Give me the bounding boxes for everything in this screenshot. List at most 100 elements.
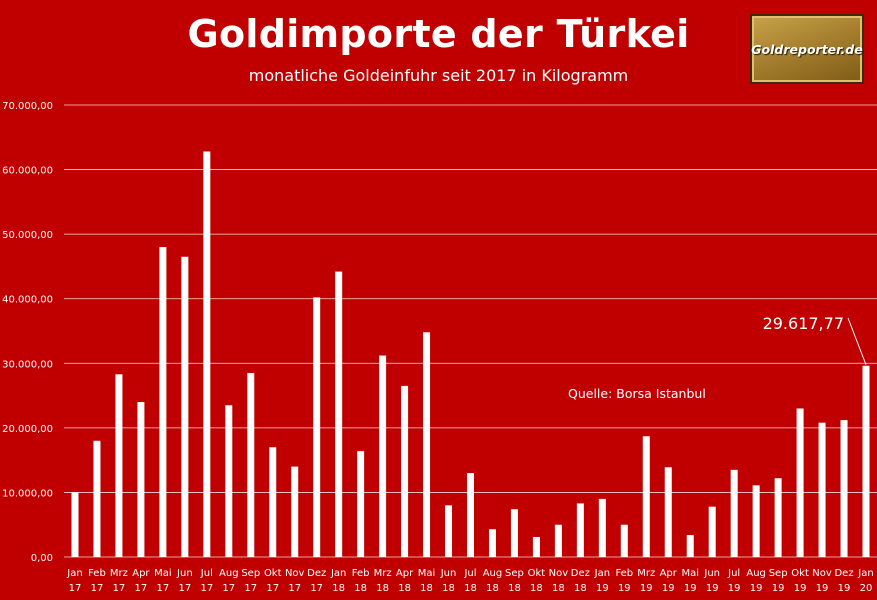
- bar: [445, 505, 453, 557]
- bar: [774, 478, 782, 557]
- bar: [818, 422, 826, 557]
- x-tick-month: Mrz: [374, 568, 392, 579]
- x-tick-year: 17: [244, 583, 257, 594]
- bar: [247, 372, 255, 557]
- x-tick-year: 17: [157, 583, 170, 594]
- x-tick-month: Nov: [285, 568, 305, 579]
- x-tick-month: Dez: [307, 568, 326, 579]
- x-tick-year: 20: [860, 583, 873, 594]
- bars: [71, 151, 870, 558]
- x-tick-month: Dez: [571, 568, 590, 579]
- x-tick-month: Mrz: [637, 568, 655, 579]
- x-tick-year: 19: [794, 583, 807, 594]
- bar: [335, 271, 343, 557]
- goldreporter-logo: Goldreporter.de: [750, 14, 864, 84]
- bar: [467, 473, 474, 557]
- bar: [269, 447, 277, 557]
- x-tick-year: 18: [464, 583, 477, 594]
- bar: [313, 297, 321, 557]
- x-tick-year: 18: [574, 583, 587, 594]
- y-tick-label: 0,00: [31, 553, 53, 564]
- x-tick-year: 18: [332, 583, 345, 594]
- x-tick-month: Jul: [463, 568, 476, 579]
- bar: [423, 332, 431, 557]
- x-tick-month: Feb: [615, 568, 633, 579]
- bar: [225, 405, 233, 557]
- x-tick-year: 19: [706, 583, 719, 594]
- y-tick-label: 50.000,00: [2, 230, 53, 241]
- x-tick-month: Sep: [769, 568, 788, 579]
- x-tick-year: 19: [838, 583, 851, 594]
- x-tick-year: 18: [420, 583, 433, 594]
- x-tick-month: Okt: [791, 568, 809, 579]
- bar: [796, 408, 804, 557]
- x-tick-month: Jan: [857, 568, 873, 579]
- y-tick-label: 10.000,00: [2, 488, 53, 499]
- x-tick-month: Jul: [727, 568, 740, 579]
- last-value-label: 29.617,77: [763, 314, 844, 333]
- bar: [159, 247, 167, 558]
- y-axis-tick-labels: 0,00 10.000,00 20.000,00 30.000,00 40.000,00…: [2, 101, 53, 564]
- x-tick-month: Okt: [264, 568, 282, 579]
- x-tick-month: Mai: [681, 568, 699, 579]
- x-tick-year: 17: [288, 583, 301, 594]
- x-tick-month: Mai: [418, 568, 436, 579]
- logo-text: Goldreporter.de: [751, 41, 863, 57]
- x-tick-year: 17: [91, 583, 104, 594]
- bar: [554, 524, 562, 557]
- x-tick-month: Feb: [88, 568, 106, 579]
- x-tick-month: Sep: [241, 568, 260, 579]
- x-tick-month: Apr: [132, 568, 150, 579]
- x-tick-year: 17: [113, 583, 126, 594]
- x-tick-year: 19: [684, 583, 697, 594]
- x-axis-tick-labels: Jan 17 Feb 17 Mrz 17 Apr 17 Mai 17 Jun 17 Jul 17 Aug 17…: [66, 568, 873, 594]
- bar: [598, 498, 606, 557]
- x-tick-year: 17: [222, 583, 235, 594]
- x-tick-month: Jul: [200, 568, 213, 579]
- chart-subtitle: monatliche Goldeinfuhr seit 2017 in Kilo…: [248, 66, 629, 85]
- x-tick-year: 18: [354, 583, 367, 594]
- bar: [664, 467, 672, 557]
- x-tick-month: Aug: [483, 568, 503, 579]
- bar: [686, 535, 694, 557]
- bar: [532, 536, 540, 557]
- x-tick-month: Jun: [176, 568, 193, 579]
- bar: [488, 529, 496, 557]
- chart-title: Goldimporte der Türkei: [187, 12, 690, 56]
- x-tick-year: 18: [376, 583, 389, 594]
- y-tick-label: 70.000,00: [2, 101, 53, 112]
- x-tick-year: 17: [310, 583, 323, 594]
- x-tick-year: 17: [266, 583, 279, 594]
- last-value-leader-line: [847, 317, 867, 365]
- x-tick-month: Sep: [505, 568, 524, 579]
- x-tick-year: 19: [728, 583, 741, 594]
- x-tick-year: 18: [508, 583, 521, 594]
- annotations: Quelle: Borsa Istanbul 29.617,77: [568, 314, 867, 401]
- x-tick-year: 19: [618, 583, 631, 594]
- x-tick-year: 17: [178, 583, 191, 594]
- x-tick-year: 19: [596, 583, 609, 594]
- x-tick-year: 19: [640, 583, 653, 594]
- x-tick-month: Dez: [834, 568, 853, 579]
- bar: [379, 355, 387, 557]
- x-tick-year: 18: [530, 583, 543, 594]
- y-tick-label: 60.000,00: [2, 166, 53, 177]
- x-tick-month: Mrz: [110, 568, 128, 579]
- x-tick-year: 17: [200, 583, 213, 594]
- bar: [291, 466, 299, 557]
- bar: [203, 151, 211, 557]
- x-tick-month: Jun: [440, 568, 457, 579]
- bar: [642, 436, 650, 557]
- x-tick-month: Okt: [528, 568, 546, 579]
- bar: [752, 485, 760, 557]
- x-tick-month: Nov: [549, 568, 569, 579]
- x-tick-month: Feb: [352, 568, 370, 579]
- bar: [576, 503, 584, 557]
- x-tick-month: Nov: [812, 568, 832, 579]
- bar: [730, 469, 738, 557]
- bar: [840, 420, 848, 557]
- bar: [115, 374, 123, 557]
- x-tick-month: Jan: [330, 568, 346, 579]
